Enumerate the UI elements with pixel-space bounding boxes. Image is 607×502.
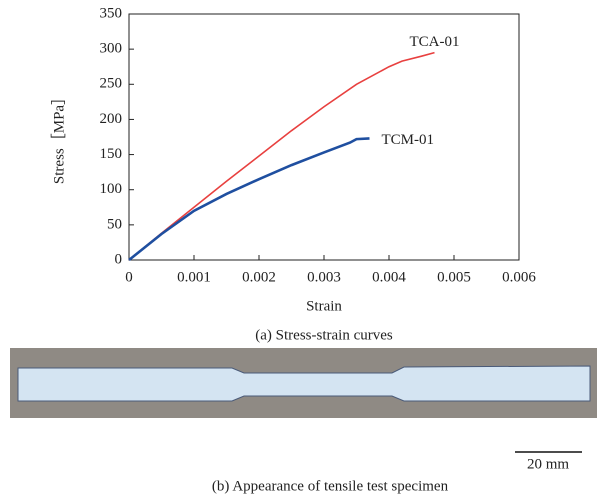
y-axis-label: Stress［MPa］ (50, 90, 67, 184)
x-tick-label: 0.003 (307, 269, 341, 285)
y-tick-label: 50 (107, 216, 122, 232)
series-line (128, 51, 435, 261)
x-tick-label: 0.005 (437, 269, 471, 285)
x-tick-label: 0 (125, 269, 133, 285)
x-tick-label: 0.002 (242, 269, 276, 285)
x-tick-label: 0.004 (372, 269, 406, 285)
x-tick-label: 0.006 (502, 269, 536, 285)
series-label: TCM-01 (382, 132, 435, 148)
specimen-photo (10, 348, 597, 418)
series-label: TCA-01 (410, 34, 460, 50)
scale-bar-label: 20 mm (527, 456, 569, 472)
plot-frame (128, 13, 520, 261)
y-tick-label: 350 (100, 5, 123, 21)
x-tick-label: 0.001 (177, 269, 211, 285)
y-tick-label: 250 (100, 76, 123, 92)
y-tick-label: 100 (100, 181, 123, 197)
series-line (128, 137, 370, 262)
y-tick-label: 200 (100, 111, 123, 127)
caption-a: (a) Stress-strain curves (255, 327, 393, 343)
caption-b: (b) Appearance of tensile test specimen (212, 478, 449, 494)
y-tick-label: 300 (100, 41, 123, 57)
y-tick-label: 0 (115, 251, 123, 267)
x-axis-label: Strain (306, 298, 342, 314)
y-tick-label: 150 (100, 146, 123, 162)
